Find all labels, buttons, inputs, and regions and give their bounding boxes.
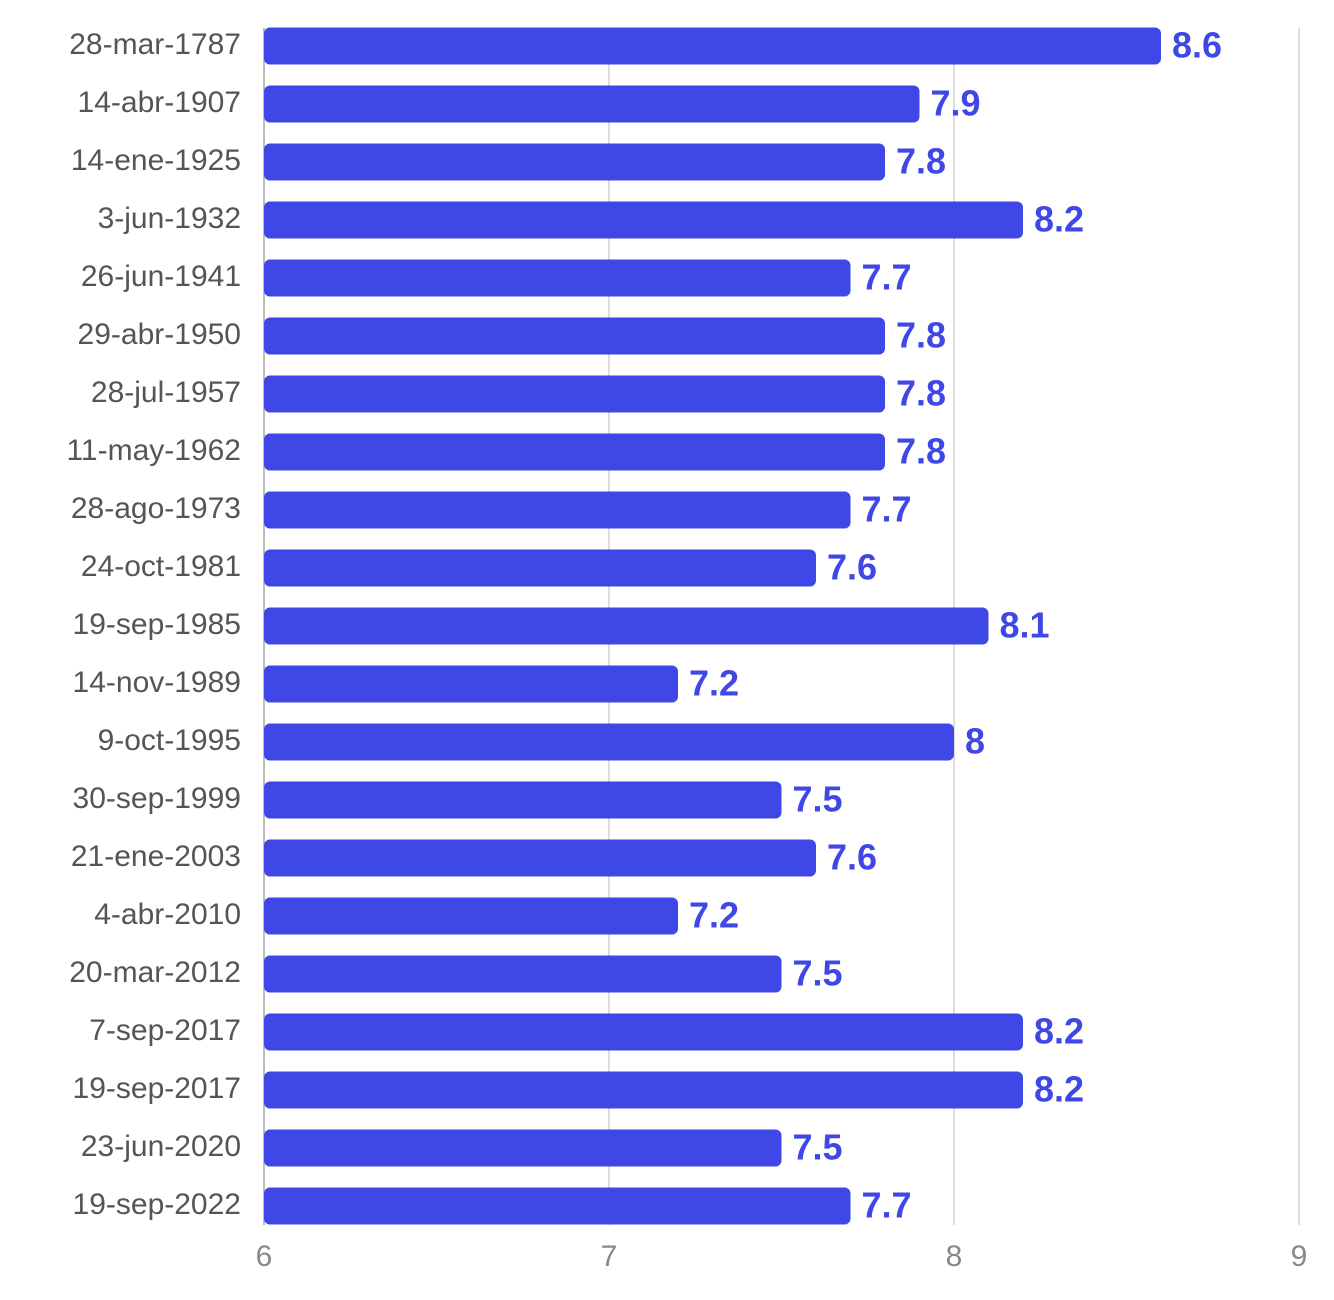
value-label: 8.2 [1034, 199, 1084, 240]
y-tick-label: 20-mar-2012 [69, 956, 241, 989]
value-label: 8.1 [1000, 605, 1050, 646]
bar [264, 665, 678, 703]
bar [264, 433, 885, 471]
y-tick-label: 24-oct-1981 [81, 550, 241, 583]
y-tick-label: 28-mar-1787 [69, 28, 241, 61]
value-label: 7.2 [689, 663, 739, 704]
y-tick-label: 26-jun-1941 [81, 260, 241, 293]
bar [264, 1129, 782, 1167]
bar [264, 27, 1161, 65]
value-label: 8.2 [1034, 1011, 1084, 1052]
x-tick-label: 9 [1291, 1240, 1308, 1273]
y-tick-label: 23-jun-2020 [81, 1130, 241, 1163]
y-tick-label: 14-ene-1925 [71, 144, 241, 177]
value-label: 7.7 [862, 489, 912, 530]
value-label: 7.7 [862, 257, 912, 298]
value-label: 7.8 [896, 373, 946, 414]
y-tick-label: 19-sep-1985 [73, 608, 241, 641]
y-tick-label: 30-sep-1999 [73, 782, 241, 815]
bar [264, 317, 885, 355]
y-tick-label: 19-sep-2017 [73, 1072, 241, 1105]
bar [264, 723, 954, 761]
value-label: 7.5 [793, 779, 843, 820]
y-tick-label: 7-sep-2017 [89, 1014, 241, 1047]
bar [264, 549, 816, 587]
value-label: 7.9 [931, 83, 981, 124]
y-tick-label: 21-ene-2003 [71, 840, 241, 873]
value-label: 7.8 [896, 431, 946, 472]
y-tick-label: 29-abr-1950 [78, 318, 241, 351]
value-label: 7.8 [896, 315, 946, 356]
bar [264, 143, 885, 181]
value-label: 7.6 [827, 837, 877, 878]
y-tick-label: 4-abr-2010 [94, 898, 241, 931]
y-tick-label: 11-may-1962 [66, 434, 241, 467]
bar [264, 897, 678, 935]
value-label: 7.5 [793, 953, 843, 994]
value-label: 7.2 [689, 895, 739, 936]
value-label: 7.8 [896, 141, 946, 182]
y-tick-label: 14-nov-1989 [73, 666, 241, 699]
value-label: 8.6 [1172, 25, 1222, 66]
y-tick-label: 9-oct-1995 [98, 724, 241, 757]
value-label: 8.2 [1034, 1069, 1084, 1110]
value-label: 8 [965, 721, 985, 762]
bar [264, 955, 782, 993]
bar [264, 1071, 1023, 1109]
bar [264, 201, 1023, 239]
bar [264, 607, 989, 645]
bar [264, 1013, 1023, 1051]
y-tick-label: 28-jul-1957 [91, 376, 241, 409]
bar [264, 839, 816, 877]
x-tick-label: 6 [256, 1240, 273, 1273]
value-label: 7.5 [793, 1127, 843, 1168]
bar [264, 781, 782, 819]
y-tick-label: 3-jun-1932 [98, 202, 241, 235]
bar [264, 85, 920, 123]
bar [264, 1187, 851, 1225]
value-label: 7.6 [827, 547, 877, 588]
bar [264, 491, 851, 529]
x-tick-label: 8 [946, 1240, 963, 1273]
bar [264, 259, 851, 297]
y-tick-label: 28-ago-1973 [71, 492, 241, 525]
value-label: 7.7 [862, 1185, 912, 1226]
x-tick-label: 7 [601, 1240, 618, 1273]
y-tick-label: 14-abr-1907 [78, 86, 241, 119]
y-tick-label: 19-sep-2022 [73, 1188, 241, 1221]
bar [264, 375, 885, 413]
